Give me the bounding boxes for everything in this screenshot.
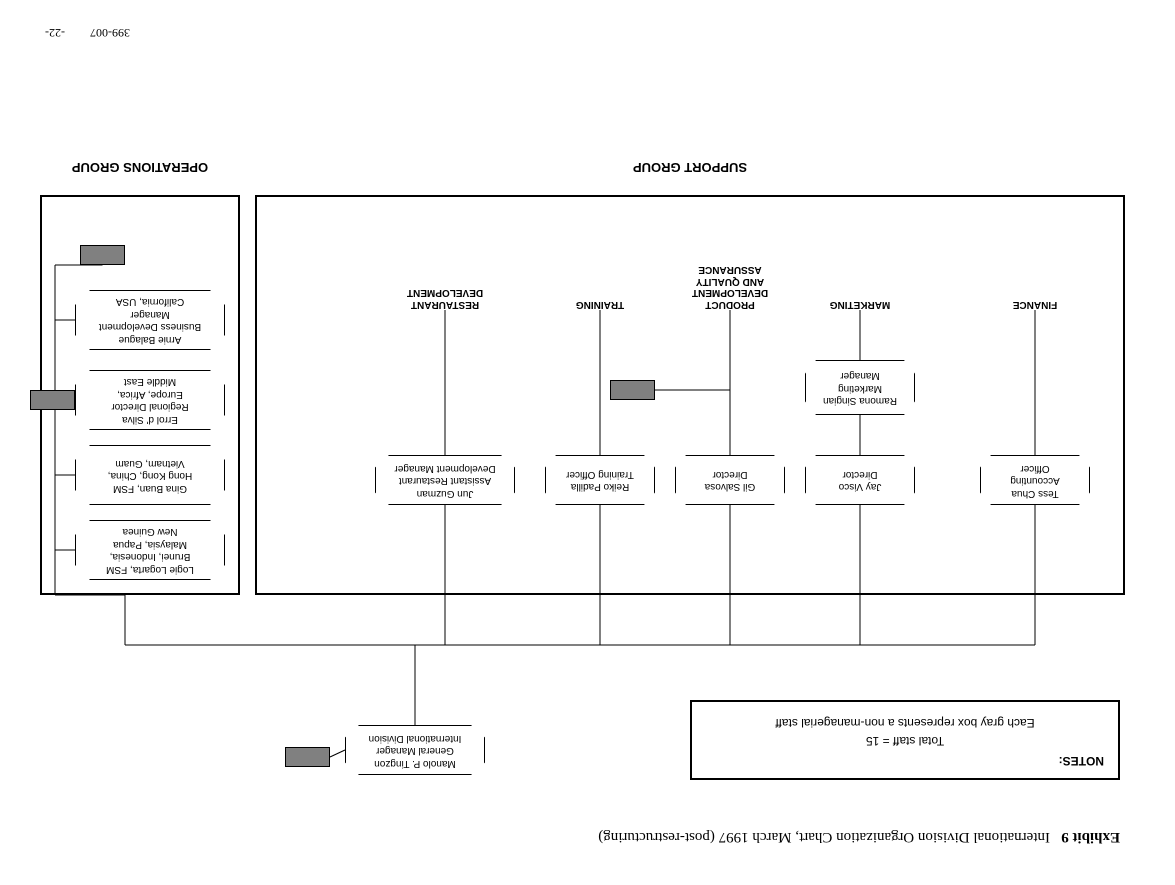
support-officer-node: Tess ChuaAccountingOfficer xyxy=(980,455,1090,505)
ops-node-line: Europe, Africa, xyxy=(111,388,188,401)
support-officer-node: Jun GuzmanAssistant RestaurantDevelopmen… xyxy=(375,455,515,505)
gm-node: Manolo P. TingzonGeneral ManagerInternat… xyxy=(345,725,485,775)
gm-title2: International Division xyxy=(369,731,462,744)
support-sub-line: Marketing xyxy=(823,381,897,394)
support-officer-line: Gil Salvosa xyxy=(705,480,756,493)
support-officer-line: Development Manager xyxy=(394,461,495,474)
ops-node-line: Brunei, Indonesia, xyxy=(106,550,194,563)
support-officer-line: Jun Guzman xyxy=(394,486,495,499)
notes-graybox: Each gray box represents a non-manageria… xyxy=(706,716,1104,730)
dept-label-line: RESTAURANT xyxy=(375,299,515,311)
notes-heading: NOTES: xyxy=(706,754,1104,768)
support-officer-line: Accounting xyxy=(1010,474,1059,487)
doc-number: 399-007 xyxy=(90,25,130,40)
ops-node: Errol d' SilvaRegional DirectorEurope, A… xyxy=(75,370,225,430)
dept-label: RESTAURANTDEVELOPMENT xyxy=(375,287,515,310)
gm-title1: General Manager xyxy=(369,744,462,757)
operations-group-label: OPERATIONS GROUP xyxy=(40,160,240,175)
support-officer-node: Reiko PadillaTraining Officer xyxy=(545,455,655,505)
ops-node-line: Logie Logarta, FSM xyxy=(106,563,194,576)
ops-node-line: Regional Director xyxy=(111,400,188,413)
dept-label-line: DEVELOPMENT xyxy=(375,287,515,299)
support-officer-line: Reiko Padilla xyxy=(566,480,634,493)
support-sub-line: Manager xyxy=(823,369,897,382)
support-officer-line: Director xyxy=(839,468,882,481)
exhibit-label: Exhibit 9 xyxy=(1061,829,1120,845)
ops-node-line: Manager xyxy=(99,308,201,321)
dept-label: MARKETING xyxy=(790,299,930,311)
gm-staff-graybox xyxy=(285,747,330,767)
dept-label-line: AND QUALITY xyxy=(660,276,800,288)
dept-label-line: TRAINING xyxy=(530,299,670,311)
support-sub-node: Ramona SingianMarketingManager xyxy=(805,360,915,415)
dept-label: FINANCE xyxy=(965,299,1105,311)
support-officer-node: Gil SalvosaDirector xyxy=(675,455,785,505)
ops-node-line: Vietnam, Guam xyxy=(108,456,193,469)
support-officer-line: Training Officer xyxy=(566,468,634,481)
exhibit-header: Exhibit 9 International Division Organiz… xyxy=(120,828,1120,845)
notes-total: Total staff = 15 xyxy=(706,734,1104,748)
exhibit-title: International Division Organization Char… xyxy=(598,829,1050,845)
dept-label: TRAINING xyxy=(530,299,670,311)
dept-label-line: PRODUCT xyxy=(660,299,800,311)
support-officer-line: Director xyxy=(705,468,756,481)
ops-node: Logie Logarta, FSMBrunei, Indonesia,Mala… xyxy=(75,520,225,580)
page-number: -22- xyxy=(45,25,65,40)
support-officer-line: Officer xyxy=(1010,461,1059,474)
support-officer-line: Assistant Restaurant xyxy=(394,474,495,487)
dept-label-line: MARKETING xyxy=(790,299,930,311)
support-staff-graybox xyxy=(610,380,655,400)
dept-label-line: ASSURANCE xyxy=(660,264,800,276)
ops-staff-graybox-2 xyxy=(80,245,125,265)
notes-box: NOTES: Total staff = 15 Each gray box repr… xyxy=(690,700,1120,780)
support-officer-line: Jay Visco xyxy=(839,480,882,493)
dept-label-line: DEVELOPMENT xyxy=(660,287,800,299)
ops-node-line: California, USA xyxy=(99,295,201,308)
gm-name: Manolo P. Tingzon xyxy=(369,756,462,769)
ops-node-line: New Guinea xyxy=(106,525,194,538)
dept-label-line: FINANCE xyxy=(965,299,1105,311)
ops-staff-graybox-1 xyxy=(30,390,75,410)
ops-node-line: Malaysia, Papua xyxy=(106,538,194,551)
ops-node-line: Middle East xyxy=(111,375,188,388)
dept-label: PRODUCTDEVELOPMENTAND QUALITYASSURANCE xyxy=(660,264,800,310)
ops-node-line: Errol d' Silva xyxy=(111,413,188,426)
ops-node-line: Arnie Balague xyxy=(99,333,201,346)
support-officer-line: Tess Chua xyxy=(1010,486,1059,499)
ops-node: Gina Buan, FSMHong Kong, China,Vietnam, … xyxy=(75,445,225,505)
support-group-box xyxy=(255,195,1125,595)
ops-node: Arnie BalagueBusiness DevelopmentManager… xyxy=(75,290,225,350)
support-officer-node: Jay ViscoDirector xyxy=(805,455,915,505)
ops-node-line: Gina Buan, FSM xyxy=(108,481,193,494)
ops-node-line: Hong Kong, China, xyxy=(108,469,193,482)
support-group-label: SUPPORT GROUP xyxy=(255,160,1125,175)
ops-node-line: Business Development xyxy=(99,320,201,333)
support-sub-line: Ramona Singian xyxy=(823,394,897,407)
